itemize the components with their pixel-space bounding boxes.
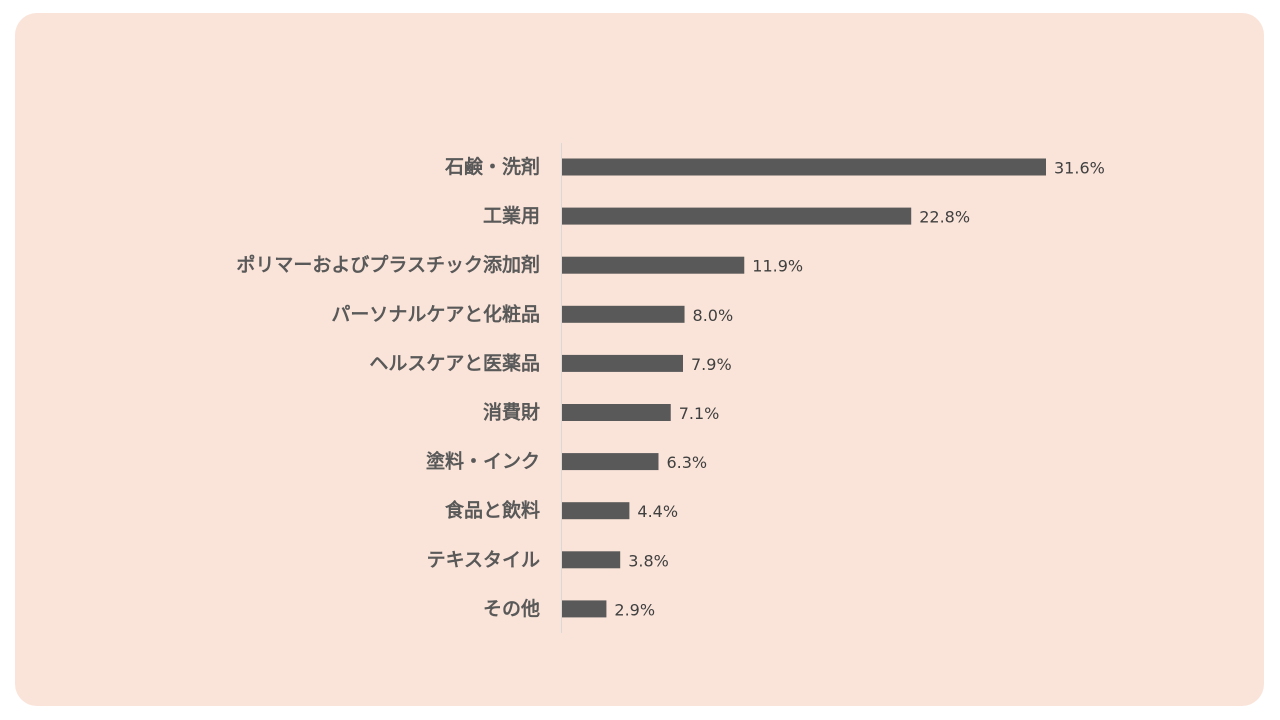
value-label-3: 11.9% xyxy=(752,257,803,276)
bar-2 xyxy=(562,207,912,225)
value-label-5: 7.9% xyxy=(691,355,732,374)
category-label-7: 塗料・インク xyxy=(426,450,540,473)
value-label-10: 2.9% xyxy=(614,600,655,619)
bar-5 xyxy=(562,354,683,372)
bar-10 xyxy=(562,600,607,618)
category-label-10: その他 xyxy=(483,597,540,620)
bar-1 xyxy=(562,158,1046,176)
value-labels-group: 31.6% 22.8% 11.9% 8.0% 7.9% 7.1% 6.3% 4.4% 3.8% 2… xyxy=(614,159,1104,620)
category-label-5: ヘルスケアと医薬品 xyxy=(369,351,540,374)
value-label-8: 4.4% xyxy=(637,502,678,521)
category-label-6: 消費財 xyxy=(483,401,540,424)
bars-group xyxy=(562,158,1046,618)
bar-4 xyxy=(562,305,685,323)
category-label-2: 工業用 xyxy=(483,204,540,227)
category-label-9: テキスタイル xyxy=(427,549,540,571)
category-label-3: ポリマーおよびプラスチック添加剤 xyxy=(236,253,540,276)
value-label-6: 7.1% xyxy=(679,404,720,423)
value-label-2: 22.8% xyxy=(919,208,970,227)
value-label-7: 6.3% xyxy=(666,453,707,472)
category-labels-group: 石鹸・洗剤工業用ポリマーおよびプラスチック添加剤パーソナルケアと化粧品ヘルスケア… xyxy=(236,155,540,620)
category-label-8: 食品と飲料 xyxy=(445,499,540,522)
bar-6 xyxy=(562,404,671,421)
category-label-1: 石鹸・洗剤 xyxy=(444,155,540,178)
value-label-9: 3.8% xyxy=(628,551,669,570)
bar-9 xyxy=(562,551,621,569)
bar-7 xyxy=(562,453,659,471)
value-label-4: 8.0% xyxy=(693,306,734,325)
value-label-1: 31.6% xyxy=(1054,159,1105,178)
category-label-4: パーソナルケアと化粧品 xyxy=(331,302,540,325)
bar-8 xyxy=(562,502,630,520)
bar-3 xyxy=(562,256,745,274)
